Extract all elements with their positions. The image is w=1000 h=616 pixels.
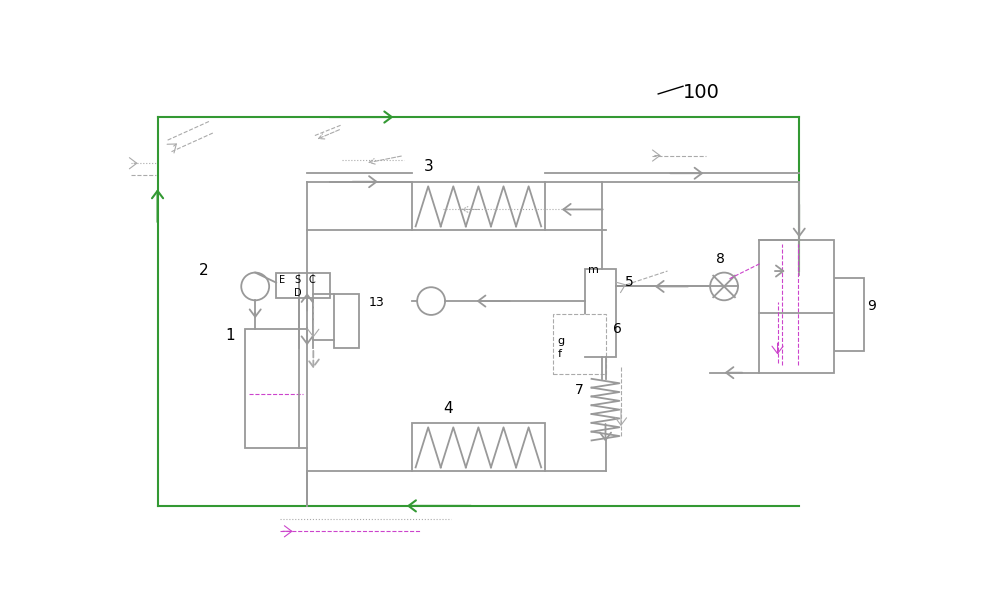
Circle shape <box>710 272 738 300</box>
Bar <box>412 423 545 471</box>
Bar <box>585 269 616 357</box>
Circle shape <box>417 287 445 315</box>
Text: 7: 7 <box>574 383 583 397</box>
Bar <box>834 278 864 351</box>
Bar <box>334 294 359 348</box>
Text: 3: 3 <box>423 159 433 174</box>
Bar <box>759 240 834 373</box>
Bar <box>245 329 307 448</box>
Text: 5: 5 <box>625 275 634 290</box>
Text: 1: 1 <box>226 328 235 343</box>
Text: C: C <box>309 275 315 285</box>
Text: D: D <box>294 288 302 298</box>
Text: g: g <box>557 336 565 346</box>
Text: 9: 9 <box>867 299 876 312</box>
Circle shape <box>241 272 269 300</box>
Text: m: m <box>588 265 599 275</box>
Text: E: E <box>279 275 285 285</box>
Text: 2: 2 <box>199 263 208 278</box>
Text: 4: 4 <box>443 402 452 416</box>
Text: 6: 6 <box>613 322 622 336</box>
Bar <box>276 274 330 298</box>
Text: f: f <box>557 349 561 359</box>
Bar <box>412 182 545 230</box>
Text: 13: 13 <box>369 296 385 309</box>
Text: 8: 8 <box>716 253 725 266</box>
Bar <box>553 314 606 374</box>
Text: 100: 100 <box>683 83 720 102</box>
Text: S: S <box>294 275 300 285</box>
